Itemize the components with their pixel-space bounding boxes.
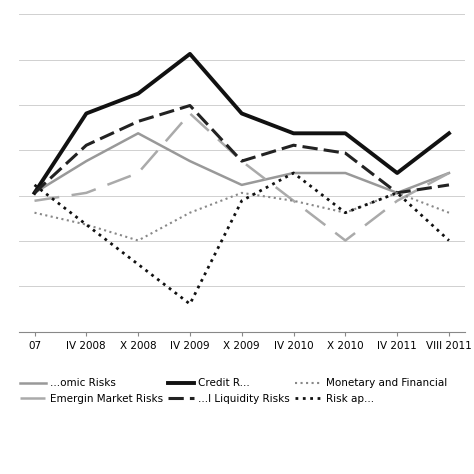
Legend: ...omic Risks, Emergin Market Risks, Credit R..., ...l Liquidity Risks, Monetary: ...omic Risks, Emergin Market Risks, Cre… <box>20 378 447 403</box>
